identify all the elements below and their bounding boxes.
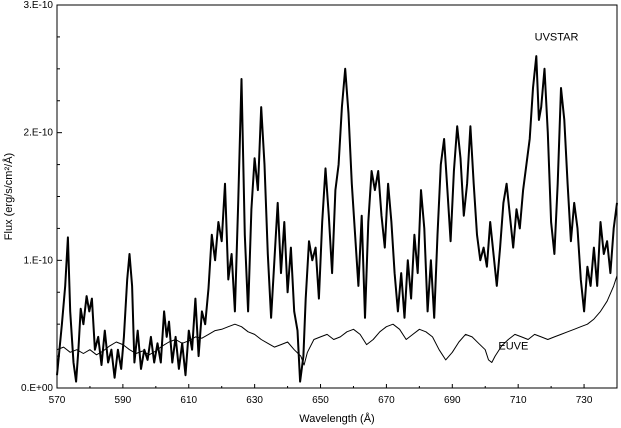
y-tick-label: 2.E-10: [24, 128, 54, 139]
x-axis: 570 590 610 630 650 670 690 710 730: [49, 384, 593, 406]
y-tick-label: 1.E-10: [24, 255, 54, 266]
x-tick-label: 610: [180, 395, 197, 406]
x-tick-label: 670: [378, 395, 395, 406]
series-line-uvstar: [56, 55, 618, 383]
series-label-euve: EUVE: [498, 341, 528, 353]
series-line-euve: [56, 275, 618, 366]
plot-frame: [56, 4, 618, 389]
y-tick-label: 3.E-10: [24, 0, 54, 11]
x-tick-label: 690: [444, 395, 461, 406]
x-tick-label: 730: [576, 395, 593, 406]
x-tick-label: 630: [246, 395, 263, 406]
x-axis-title: Wavelength (Å): [299, 412, 374, 425]
series-labels: UVSTAR EUVE: [498, 32, 578, 353]
x-tick-label: 650: [312, 395, 329, 406]
y-axis: 0.E+00 1.E-10 2.E-10 3.E-10: [21, 0, 62, 394]
series-layer: [56, 55, 618, 383]
x-tick-label: 590: [115, 395, 132, 406]
series-label-uvstar: UVSTAR: [535, 32, 579, 44]
y-axis-title: Flux (erg/s/cm²/Å): [2, 153, 15, 240]
y-tick-label: 0.E+00: [21, 383, 53, 394]
x-tick-label: 710: [510, 395, 527, 406]
x-tick-label: 570: [49, 395, 66, 406]
